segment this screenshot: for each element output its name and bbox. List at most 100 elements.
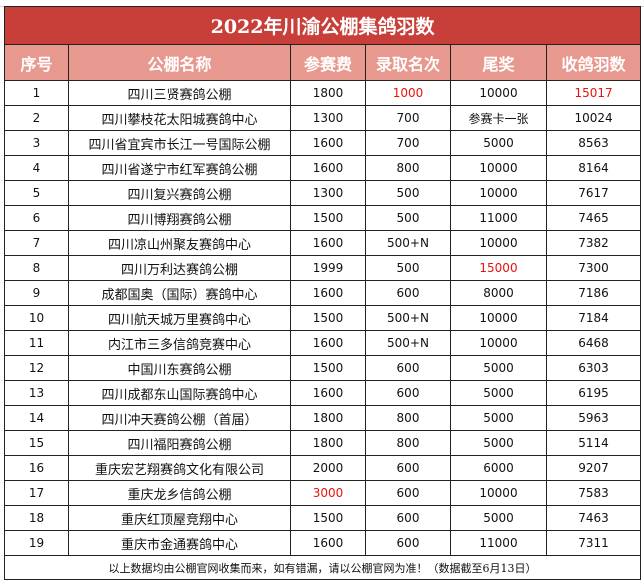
- cell-fee[interactable]: 1300: [290, 180, 366, 206]
- footer-note[interactable]: 以上数据均由公棚官网收集而来，如有错漏，请以公棚官网为准！（数据截至6月13日）: [3, 555, 642, 580]
- cell-last-prize[interactable]: 10000: [450, 180, 547, 206]
- cell-no[interactable]: 3: [4, 130, 69, 156]
- header-last-prize[interactable]: 尾奖: [450, 44, 547, 81]
- cell-last-prize[interactable]: 10000: [450, 305, 547, 331]
- cell-no[interactable]: 8: [4, 255, 69, 281]
- cell-count[interactable]: 7382: [545, 230, 642, 256]
- cell-count[interactable]: 7184: [545, 305, 642, 331]
- cell-rank[interactable]: 600: [365, 530, 451, 556]
- cell-loft-name[interactable]: 四川三贤赛鸽公棚: [68, 80, 291, 106]
- cell-no[interactable]: 18: [4, 505, 69, 531]
- cell-fee[interactable]: 1999: [290, 255, 366, 281]
- cell-count[interactable]: 7617: [545, 180, 642, 206]
- cell-fee[interactable]: 1500: [290, 355, 366, 381]
- cell-no[interactable]: 19: [4, 530, 69, 556]
- cell-count[interactable]: 15017: [545, 80, 642, 106]
- cell-last-prize[interactable]: 11000: [450, 530, 547, 556]
- cell-last-prize[interactable]: 5000: [450, 130, 547, 156]
- cell-rank[interactable]: 600: [365, 455, 451, 481]
- cell-rank[interactable]: 600: [365, 355, 451, 381]
- cell-no[interactable]: 7: [4, 230, 69, 256]
- cell-rank[interactable]: 500+N: [365, 305, 451, 331]
- cell-rank[interactable]: 800: [365, 430, 451, 456]
- cell-fee[interactable]: 1300: [290, 105, 366, 131]
- header-count[interactable]: 收鸽羽数: [545, 44, 642, 81]
- cell-loft-name[interactable]: 内江市三多信鸽竞赛中心: [68, 330, 291, 356]
- cell-loft-name[interactable]: 成都国奥（国际）赛鸽中心: [68, 280, 291, 306]
- cell-rank[interactable]: 500+N: [365, 230, 451, 256]
- cell-count[interactable]: 6468: [545, 330, 642, 356]
- cell-last-prize[interactable]: 5000: [450, 405, 547, 431]
- cell-fee[interactable]: 1800: [290, 430, 366, 456]
- cell-fee[interactable]: 2000: [290, 455, 366, 481]
- cell-last-prize[interactable]: 10000: [450, 155, 547, 181]
- cell-last-prize[interactable]: 10000: [450, 480, 547, 506]
- cell-rank[interactable]: 800: [365, 405, 451, 431]
- cell-rank[interactable]: 600: [365, 480, 451, 506]
- cell-fee[interactable]: 1600: [290, 380, 366, 406]
- cell-loft-name[interactable]: 四川复兴赛鸽公棚: [68, 180, 291, 206]
- cell-rank[interactable]: 600: [365, 380, 451, 406]
- header-fee[interactable]: 参赛费: [290, 44, 366, 81]
- cell-last-prize[interactable]: 15000: [450, 255, 547, 281]
- cell-loft-name[interactable]: 四川省遂宁市红军赛鸽公棚: [68, 155, 291, 181]
- cell-no[interactable]: 16: [4, 455, 69, 481]
- cell-fee[interactable]: 1600: [290, 230, 366, 256]
- cell-rank[interactable]: 1000: [365, 80, 451, 106]
- cell-no[interactable]: 9: [4, 280, 69, 306]
- cell-rank[interactable]: 700: [365, 130, 451, 156]
- cell-no[interactable]: 11: [4, 330, 69, 356]
- cell-last-prize[interactable]: 参赛卡一张: [450, 105, 547, 131]
- cell-loft-name[interactable]: 四川冲天赛鸽公棚（首届）: [68, 405, 291, 431]
- cell-last-prize[interactable]: 6000: [450, 455, 547, 481]
- cell-loft-name[interactable]: 重庆市金通赛鸽中心: [68, 530, 291, 556]
- cell-loft-name[interactable]: 四川成都东山国际赛鸽中心: [68, 380, 291, 406]
- cell-no[interactable]: 17: [4, 480, 69, 506]
- cell-fee[interactable]: 3000: [290, 480, 366, 506]
- header-name[interactable]: 公棚名称: [68, 44, 291, 81]
- cell-loft-name[interactable]: 四川攀枝花太阳城赛鸽中心: [68, 105, 291, 131]
- cell-rank[interactable]: 700: [365, 105, 451, 131]
- cell-count[interactable]: 8164: [545, 155, 642, 181]
- cell-fee[interactable]: 1600: [290, 530, 366, 556]
- cell-loft-name[interactable]: 四川省宜宾市长江一号国际公棚: [68, 130, 291, 156]
- cell-rank[interactable]: 500: [365, 180, 451, 206]
- cell-rank[interactable]: 600: [365, 505, 451, 531]
- cell-no[interactable]: 10: [4, 305, 69, 331]
- cell-last-prize[interactable]: 10000: [450, 80, 547, 106]
- cell-loft-name[interactable]: 中国川东赛鸽公棚: [68, 355, 291, 381]
- cell-no[interactable]: 5: [4, 180, 69, 206]
- cell-last-prize[interactable]: 8000: [450, 280, 547, 306]
- cell-count[interactable]: 7311: [545, 530, 642, 556]
- cell-last-prize[interactable]: 5000: [450, 505, 547, 531]
- cell-last-prize[interactable]: 5000: [450, 355, 547, 381]
- cell-count[interactable]: 5114: [545, 430, 642, 456]
- cell-loft-name[interactable]: 重庆宏艺翔赛鸽文化有限公司: [68, 455, 291, 481]
- header-rank[interactable]: 录取名次: [365, 44, 451, 81]
- cell-fee[interactable]: 1800: [290, 80, 366, 106]
- cell-count[interactable]: 7583: [545, 480, 642, 506]
- cell-loft-name[interactable]: 四川福阳赛鸽公棚: [68, 430, 291, 456]
- cell-rank[interactable]: 500: [365, 255, 451, 281]
- cell-rank[interactable]: 500+N: [365, 330, 451, 356]
- cell-last-prize[interactable]: 10000: [450, 230, 547, 256]
- cell-no[interactable]: 2: [4, 105, 69, 131]
- cell-no[interactable]: 4: [4, 155, 69, 181]
- cell-count[interactable]: 7300: [545, 255, 642, 281]
- cell-count[interactable]: 7463: [545, 505, 642, 531]
- cell-loft-name[interactable]: 四川万利达赛鸽公棚: [68, 255, 291, 281]
- cell-no[interactable]: 15: [4, 430, 69, 456]
- cell-last-prize[interactable]: 5000: [450, 380, 547, 406]
- cell-fee[interactable]: 1500: [290, 305, 366, 331]
- cell-fee[interactable]: 1600: [290, 130, 366, 156]
- cell-no[interactable]: 1: [4, 80, 69, 106]
- cell-rank[interactable]: 500: [365, 205, 451, 231]
- cell-count[interactable]: 10024: [545, 105, 642, 131]
- cell-loft-name[interactable]: 四川博翔赛鸽公棚: [68, 205, 291, 231]
- cell-no[interactable]: 13: [4, 380, 69, 406]
- cell-rank[interactable]: 800: [365, 155, 451, 181]
- cell-loft-name[interactable]: 四川航天城万里赛鸽中心: [68, 305, 291, 331]
- cell-count[interactable]: 7186: [545, 280, 642, 306]
- cell-no[interactable]: 6: [4, 205, 69, 231]
- cell-count[interactable]: 6195: [545, 380, 642, 406]
